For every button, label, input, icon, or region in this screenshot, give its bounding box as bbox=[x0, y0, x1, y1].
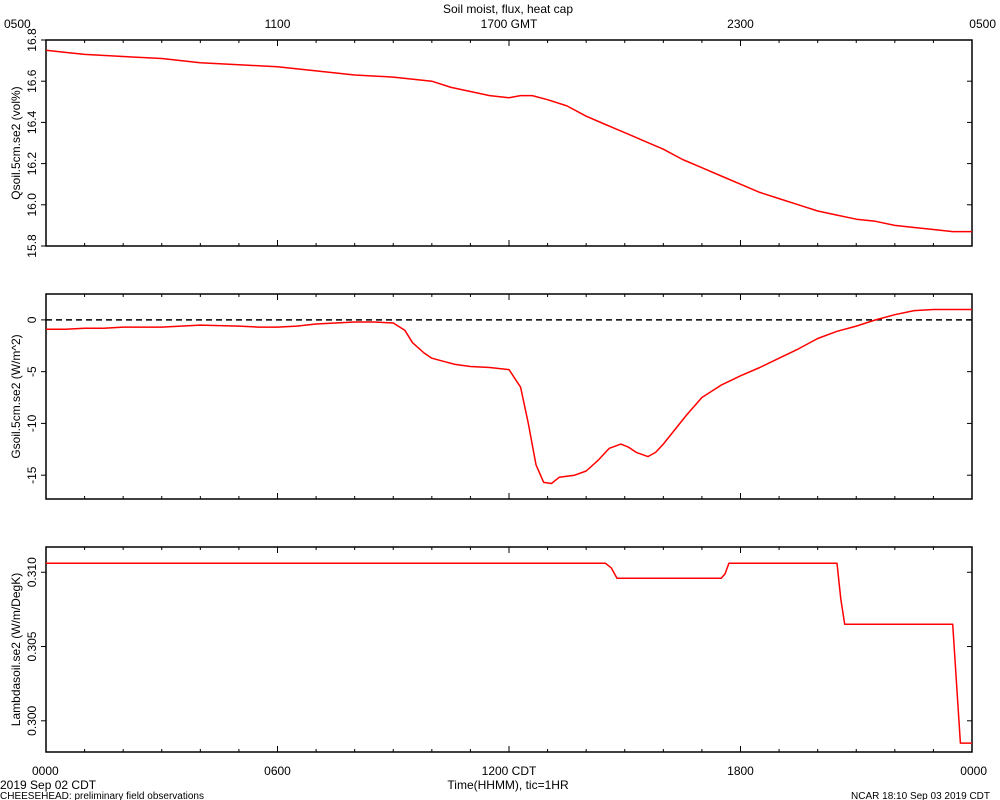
date-label: 2019 Sep 02 CDT bbox=[0, 778, 97, 792]
footer-left: CHEESEHEAD: preliminary field observatio… bbox=[0, 791, 204, 800]
y-tick-label: 16.2 bbox=[25, 152, 39, 176]
top-x-tick-label: 1100 bbox=[265, 17, 291, 31]
bottom-x-tick-label: 0000 bbox=[960, 764, 987, 778]
x-axis-label: Time(HHMM), tic=1HR bbox=[447, 778, 569, 792]
y-axis-label: Lambdasoil.se2 (W/m/DegK) bbox=[9, 573, 23, 726]
top-x-tick-label: 0500 bbox=[969, 17, 996, 31]
top-x-tick-label: 2300 bbox=[727, 17, 754, 31]
y-tick-label: -5 bbox=[25, 366, 39, 377]
y-tick-label: -10 bbox=[25, 414, 39, 432]
bottom-x-tick-label: 0600 bbox=[264, 764, 291, 778]
bottom-x-tick-label: 0000 bbox=[32, 764, 59, 778]
y-tick-label: 16.6 bbox=[25, 69, 39, 93]
y-tick-label: 16.8 bbox=[25, 28, 39, 52]
footer-right: NCAR 18:10 Sep 03 2019 CDT bbox=[851, 791, 990, 800]
series-line bbox=[45, 49, 972, 233]
series-line bbox=[46, 562, 972, 744]
y-tick-label: 16.4 bbox=[25, 110, 39, 134]
y-tick-label: 0.310 bbox=[25, 557, 39, 587]
y-tick-label: -15 bbox=[25, 466, 39, 484]
y-axis-label: Gsoil.5cm.se2 (W/m^2) bbox=[9, 334, 23, 458]
y-tick-label: 0 bbox=[25, 316, 39, 323]
bottom-x-tick-label: 1800 bbox=[727, 764, 754, 778]
series-line bbox=[46, 308, 972, 485]
plot-frame-3 bbox=[45, 546, 973, 753]
y-tick-label: 0.300 bbox=[25, 705, 39, 735]
top-x-tick-label: 0500 bbox=[4, 17, 31, 31]
y-axis-label: Qsoil.5cm.se2 (vol%) bbox=[9, 86, 23, 199]
chart-title: Soil moist, flux, heat cap bbox=[443, 2, 573, 16]
plot-frame-2 bbox=[45, 293, 973, 500]
plot-frame-1 bbox=[45, 39, 973, 247]
y-tick-label: 15.8 bbox=[25, 234, 39, 258]
top-x-tick-label: 1700 GMT bbox=[481, 17, 538, 31]
y-tick-label: 0.305 bbox=[25, 631, 39, 661]
bottom-x-tick-label: 1200 CDT bbox=[482, 764, 537, 778]
y-tick-label: 16.0 bbox=[25, 193, 39, 217]
